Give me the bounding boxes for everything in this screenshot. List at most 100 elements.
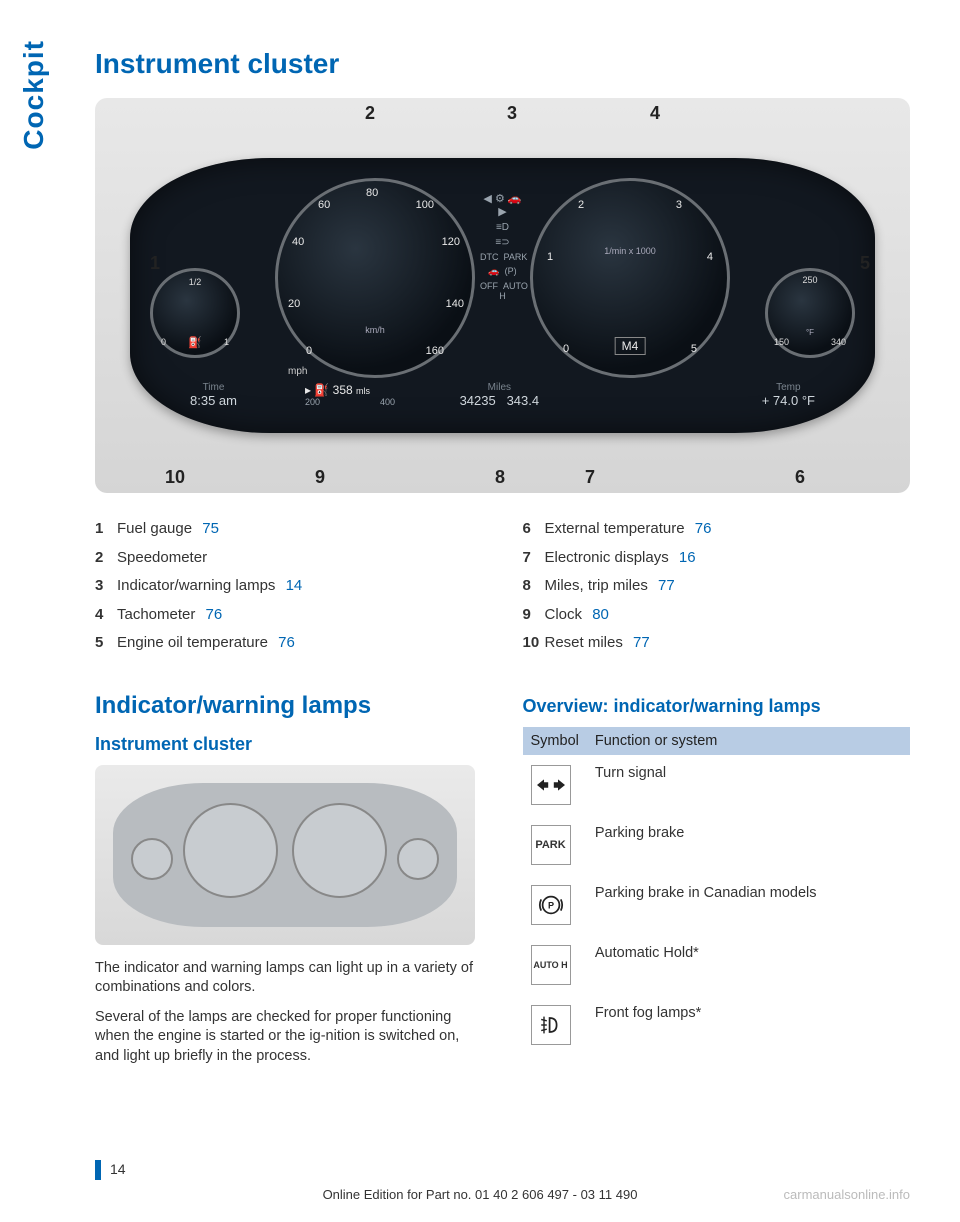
beam2-icon: ≡⊃: [495, 237, 509, 248]
speed-unit: km/h: [365, 325, 385, 335]
callout-6: 6: [795, 467, 805, 488]
oil-tick: 150: [774, 337, 789, 347]
legend-num: 6: [523, 515, 545, 544]
legend-num: 3: [95, 572, 117, 601]
page-ref[interactable]: 16: [679, 549, 696, 566]
legend-columns: 1Fuel gauge 752Speedometer3Indicator/war…: [95, 515, 910, 658]
fog-icon: [531, 1005, 571, 1045]
center-warning-panel: ◀ ⚙ 🚗 ▶ ≡D ≡⊃ DTC PARK 🚗 (P) OFF AUTO H: [480, 188, 525, 353]
park-icon: PARK: [531, 825, 571, 865]
section-title: Instrument cluster: [95, 48, 910, 80]
legend-item: 10Reset miles 77: [523, 629, 911, 658]
fuel-tick: 0: [161, 337, 166, 347]
odometer-value: 34235: [460, 393, 496, 408]
function-cell: Automatic Hold*: [587, 935, 910, 995]
legend-label: Tachometer: [117, 606, 195, 623]
page-ref[interactable]: 76: [206, 606, 223, 623]
car-icon: 🚗: [508, 193, 522, 205]
legend-item: 3Indicator/warning lamps 14: [95, 572, 483, 601]
page-number: 14: [110, 1161, 126, 1177]
legend-label: Speedometer: [117, 549, 207, 566]
speed-tick: 120: [442, 236, 460, 248]
page-ref[interactable]: 75: [202, 520, 219, 537]
instrument-cluster-figure: 0 20 40 60 80 100 120 140 160 km/h mph 0…: [95, 98, 910, 493]
table-row: PARK Parking brake: [523, 815, 911, 875]
section2-title: Indicator/warning lamps: [95, 692, 483, 720]
function-cell: Front fog lamps*: [587, 995, 910, 1055]
callout-4: 4: [650, 103, 660, 124]
oil-unit: °F: [806, 328, 814, 337]
legend-num: 7: [523, 544, 545, 573]
speed-tick: 20: [288, 298, 300, 310]
speedometer-gauge: 0 20 40 60 80 100 120 140 160 km/h mph: [275, 178, 475, 378]
fuel-icon: ⛽: [188, 336, 202, 349]
symbol-cell: AUTO H: [523, 935, 587, 995]
legend-label: Reset miles: [545, 634, 623, 651]
arrow-right-icon: ▶: [498, 206, 506, 218]
symbol-cell: [523, 995, 587, 1055]
symbol-cell: PARK: [523, 815, 587, 875]
info-strip: Time8:35 am Miles34235 343.4 Temp+ 74.0 …: [190, 375, 815, 415]
speed-tick: 100: [416, 199, 434, 211]
p-circle-icon: (P): [505, 266, 517, 276]
time-label: Time: [203, 382, 225, 393]
legend-num: 8: [523, 572, 545, 601]
speed-tick: 0: [306, 345, 312, 357]
tach-tick: 5: [691, 343, 697, 355]
function-cell: Parking brake: [587, 815, 910, 875]
legend-num: 5: [95, 629, 117, 658]
legend-item: 9Clock 80: [523, 601, 911, 630]
table-row: Front fog lamps*: [523, 995, 911, 1055]
page-ref[interactable]: 76: [695, 520, 712, 537]
temp-label: Temp: [776, 382, 800, 393]
dtc-label: DTC: [480, 252, 499, 262]
park-label: PARK: [504, 252, 528, 262]
off-label: OFF: [480, 281, 498, 291]
legend-item: 4Tachometer 76: [95, 601, 483, 630]
beam-icon: ≡D: [496, 222, 509, 233]
legend-label: Clock: [545, 606, 583, 623]
tach-tick: 1: [547, 251, 553, 263]
tach-tick: 0: [563, 343, 569, 355]
legend-label: Electronic displays: [545, 549, 669, 566]
callout-2: 2: [365, 103, 375, 124]
overview-title: Overview: indicator/warning lamps: [523, 696, 911, 717]
para-2: Several of the lamps are checked for pro…: [95, 1008, 483, 1067]
watermark: carmanualsonline.info: [784, 1187, 910, 1202]
side-tab: Cockpit: [18, 40, 50, 150]
legend-item: 7Electronic displays 16: [523, 544, 911, 573]
page-ref[interactable]: 76: [278, 634, 295, 651]
callout-8: 8: [495, 467, 505, 488]
callout-3: 3: [507, 103, 517, 124]
symbol-cell: P: [523, 875, 587, 935]
lower-columns: Indicator/warning lamps Instrument clust…: [95, 658, 910, 1077]
page-ref[interactable]: 77: [658, 577, 675, 594]
function-cell: Parking brake in Canadian models: [587, 875, 910, 935]
table-row: AUTO HAutomatic Hold*: [523, 935, 911, 995]
speed-tick: 80: [366, 187, 378, 199]
arrow-left-icon: ◀: [483, 193, 491, 205]
turn-icon: [531, 765, 571, 805]
page-ref[interactable]: 80: [592, 606, 609, 623]
table-header-symbol: Symbol: [523, 727, 587, 755]
fuel-tick: 1: [224, 337, 229, 347]
callout-1: 1: [150, 253, 160, 274]
speed-tick: 60: [318, 199, 330, 211]
tach-tick: 3: [676, 199, 682, 211]
svg-text:P: P: [547, 900, 553, 910]
page-ref[interactable]: 77: [633, 634, 650, 651]
autoh-label: AUTO H: [499, 281, 528, 301]
table-row: P Parking brake in Canadian models: [523, 875, 911, 935]
trip-value: 343.4: [507, 393, 540, 408]
legend-label: Indicator/warning lamps: [117, 577, 275, 594]
page-ref[interactable]: 14: [286, 577, 303, 594]
legend-label: External temperature: [545, 520, 685, 537]
section2-subtitle: Instrument cluster: [95, 734, 483, 755]
temp-value: + 74.0 °F: [762, 393, 815, 408]
page-bar: [95, 1160, 101, 1180]
legend-left: 1Fuel gauge 752Speedometer3Indicator/war…: [95, 515, 483, 658]
oil-tick: 250: [802, 275, 817, 285]
legend-num: 1: [95, 515, 117, 544]
car2-icon: 🚗: [488, 266, 499, 276]
table-header-function: Function or system: [587, 727, 910, 755]
